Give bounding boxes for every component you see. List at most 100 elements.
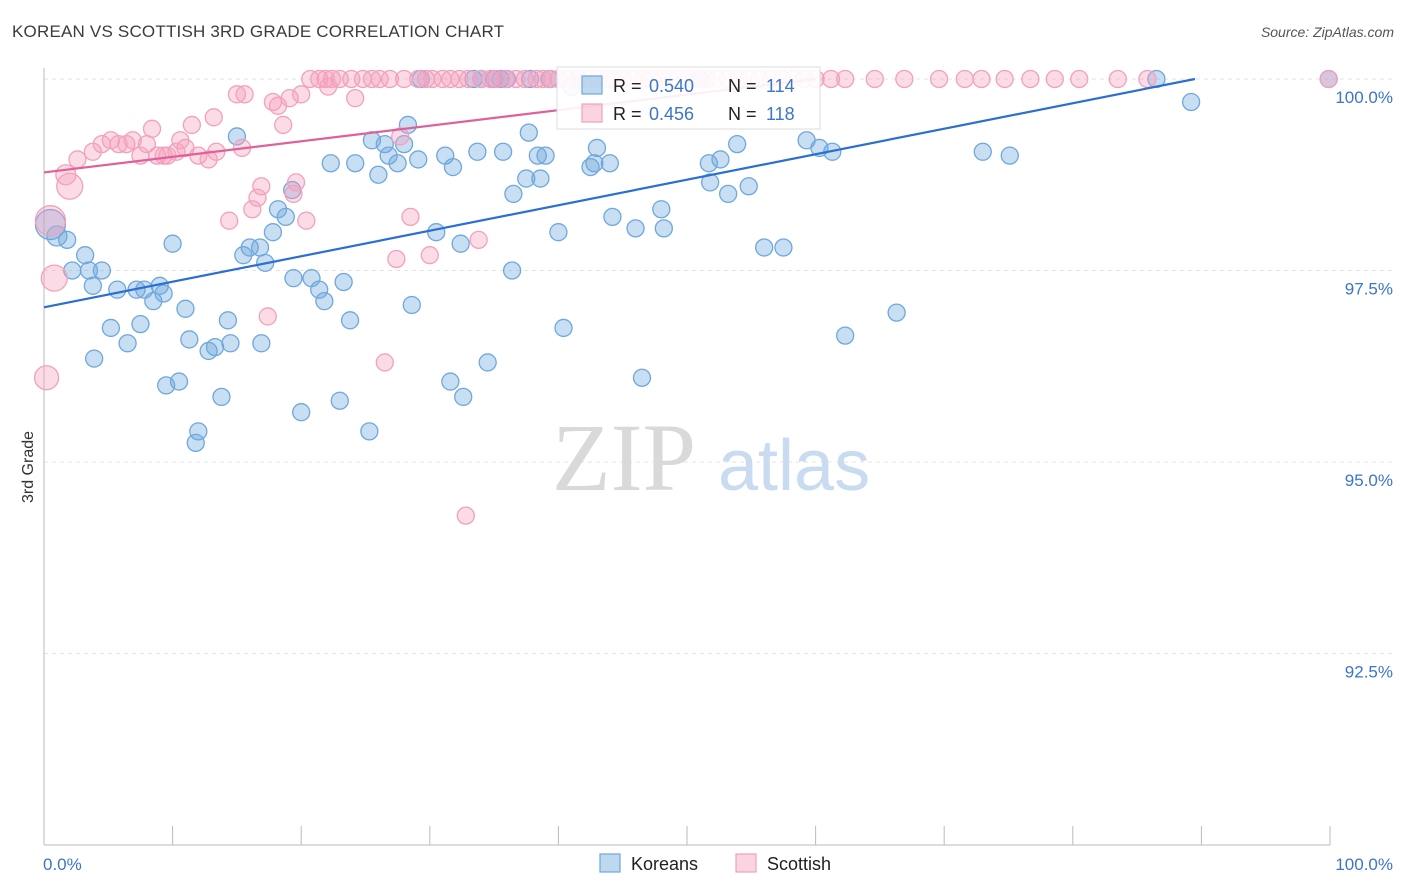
- korean-point: [334, 272, 353, 292]
- stats-n-value: 118: [766, 104, 795, 124]
- legend-scottish: Scottish: [767, 854, 831, 874]
- scottish-point: [182, 115, 202, 135]
- scottish-point: [1108, 69, 1127, 89]
- scottish-point: [56, 172, 84, 200]
- scottish-point: [34, 205, 67, 237]
- scottish-point: [220, 211, 239, 230]
- korean-point: [441, 372, 460, 391]
- scottish-point: [420, 246, 439, 265]
- korean-point: [227, 127, 247, 146]
- scottish-point: [235, 85, 254, 104]
- scottish-point: [274, 115, 293, 135]
- scottish-point: [252, 177, 271, 196]
- korean-point: [250, 238, 270, 257]
- scottish-point: [33, 365, 60, 391]
- korean-point: [504, 184, 523, 204]
- korean-point: [519, 123, 538, 142]
- korean-point: [186, 433, 205, 453]
- korean-point: [180, 330, 199, 349]
- korean-point: [711, 150, 730, 169]
- korean-point: [585, 154, 604, 173]
- scottish-point: [391, 127, 410, 146]
- korean-point: [240, 238, 259, 257]
- korean-point: [531, 169, 550, 188]
- korean-point: [632, 368, 652, 387]
- scottish-point: [527, 69, 546, 89]
- scottish-point: [481, 69, 500, 89]
- scottish-point: [865, 69, 884, 89]
- korean-trend-line: [43, 77, 1196, 309]
- legend-koreans: Koreans: [631, 854, 698, 874]
- scottish-point: [292, 85, 311, 104]
- scottish-point: [972, 69, 991, 89]
- scottish-point: [895, 69, 914, 89]
- scottish-point: [297, 211, 316, 230]
- korean-point: [755, 238, 774, 257]
- scottish-point: [456, 506, 475, 525]
- scottish-point: [68, 150, 87, 169]
- scottish-point: [496, 69, 515, 89]
- korean-point: [76, 246, 95, 265]
- source-label: Source: ZipAtlas.com: [1260, 24, 1394, 40]
- korean-point: [118, 334, 137, 353]
- korean-point: [454, 387, 473, 407]
- y-tick-label: 92.5%: [1345, 663, 1393, 682]
- korean-point: [292, 403, 311, 422]
- scottish-point: [394, 69, 414, 89]
- legend-swatch: [599, 853, 621, 873]
- scottish-point: [1070, 69, 1089, 89]
- korean-point: [375, 134, 394, 154]
- korean-point: [739, 177, 758, 196]
- scottish-point: [280, 89, 299, 108]
- y-axis-title: 3rd Grade: [20, 431, 37, 503]
- scottish-point: [1021, 69, 1040, 89]
- korean-point: [973, 142, 992, 161]
- y-tick-label: 95.0%: [1345, 471, 1393, 490]
- korean-point: [626, 219, 645, 238]
- korean-point: [83, 276, 103, 295]
- gridlines: 100.0% 97.5% 95.0% 92.5%: [44, 78, 1393, 682]
- scottish-point: [123, 131, 142, 150]
- korean-point: [699, 154, 719, 173]
- korean-point: [700, 173, 720, 192]
- korean-point: [263, 223, 283, 242]
- scottish-point: [995, 69, 1014, 89]
- scottish-point: [401, 207, 420, 227]
- legend-swatch: [735, 853, 757, 873]
- stats-r-value: 0.540: [649, 76, 694, 96]
- scottish-point: [836, 69, 855, 89]
- stats-n-label: N =: [728, 104, 757, 124]
- scottish-point: [109, 134, 128, 154]
- scottish-point: [248, 188, 267, 207]
- scottish-point: [375, 353, 394, 372]
- stats-swatch: [581, 103, 603, 123]
- korean-point: [85, 349, 104, 368]
- scottish-point: [955, 69, 974, 89]
- scottish-point: [380, 69, 400, 89]
- korean-point: [163, 234, 182, 253]
- scottish-point: [459, 69, 478, 89]
- korean-point: [493, 142, 513, 161]
- korean-point: [388, 154, 407, 173]
- scottish-point: [258, 307, 277, 326]
- korean-point: [276, 207, 295, 227]
- korean-point: [451, 234, 470, 253]
- korean-point: [108, 280, 127, 299]
- scottish-point: [362, 69, 382, 89]
- y-tick-label: 100.0%: [1335, 88, 1393, 107]
- korean-point: [221, 334, 240, 353]
- scottish-point: [387, 249, 406, 269]
- korean-point: [321, 154, 340, 173]
- korean-point: [554, 318, 573, 338]
- korean-point: [478, 353, 497, 372]
- scottish-point: [423, 69, 442, 89]
- stats-n-label: N =: [728, 76, 757, 96]
- korean-point: [212, 387, 231, 407]
- korean-point: [836, 326, 855, 345]
- scottish-point: [929, 69, 949, 89]
- korean-point: [360, 422, 379, 441]
- scottish-point: [243, 200, 262, 219]
- korean-point: [587, 138, 607, 158]
- chart-title: KOREAN VS SCOTTISH 3RD GRADE CORRELATION…: [12, 22, 505, 41]
